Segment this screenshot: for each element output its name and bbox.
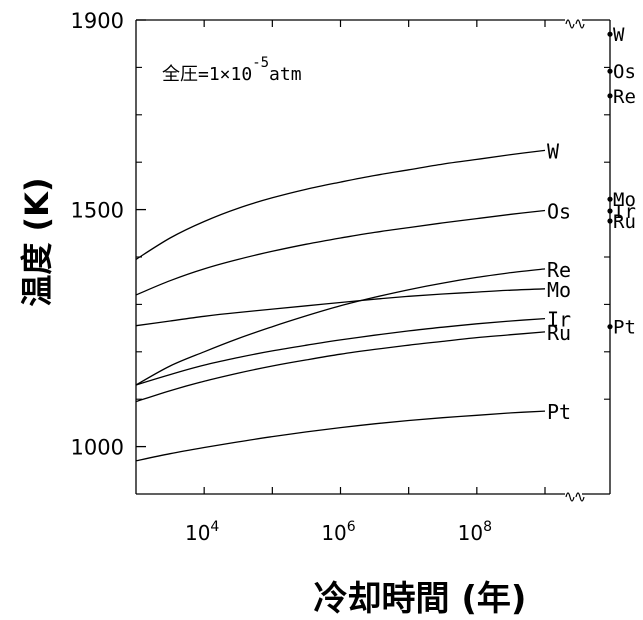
marker-dot-mo xyxy=(607,196,613,202)
series-line-ir xyxy=(135,317,546,386)
series-line-pt xyxy=(135,410,546,462)
series-label-ir: Ir xyxy=(547,308,571,332)
series-label-re: Re xyxy=(547,258,571,282)
axis-tick-labels: 1000 1500 1900 104 106 108 xyxy=(71,9,492,545)
axis-ticks xyxy=(136,19,610,494)
pressure-annotation: 全圧=1×10-5atm xyxy=(162,55,302,85)
marker-label-re: Re xyxy=(613,86,636,108)
y-axis-title: 温度 (K) xyxy=(18,177,56,306)
x-tick-label: 108 xyxy=(458,519,492,545)
series-line-w xyxy=(135,149,546,260)
marker-dot-pt xyxy=(607,324,613,330)
series-line-ru xyxy=(135,331,546,403)
series-label-pt: Pt xyxy=(547,400,571,424)
series-line-re xyxy=(135,268,546,386)
x-axis-title: 冷却時間 (年) xyxy=(314,579,527,619)
marker-label-pt: Pt xyxy=(613,317,636,339)
series-curves xyxy=(135,149,546,462)
y-tick-label: 1900 xyxy=(71,9,124,33)
series-label-w: W xyxy=(547,139,560,163)
series-label-ru: Ru xyxy=(547,321,571,345)
marker-dot-ir xyxy=(607,208,613,214)
x-tick-label: 106 xyxy=(321,519,355,545)
marker-label-ir: Ir xyxy=(613,201,636,223)
series-line-os xyxy=(135,209,546,296)
y-tick-label: 1000 xyxy=(71,436,124,460)
series-line-mo xyxy=(135,288,546,327)
marker-label-mo: Mo xyxy=(613,189,636,211)
marker-label-ru: Ru xyxy=(613,211,636,233)
x-tick-label: 104 xyxy=(185,519,219,545)
marker-label-os: Os xyxy=(613,61,636,83)
plot-frame xyxy=(135,19,611,495)
marker-dot-os xyxy=(607,68,613,74)
series-label-os: Os xyxy=(547,200,571,224)
y-tick-label: 1500 xyxy=(71,199,124,223)
marker-dot-re xyxy=(607,93,613,99)
series-label-mo: Mo xyxy=(547,278,571,302)
axis-break-top xyxy=(565,19,585,29)
marker-dot-ru xyxy=(607,218,613,224)
axis-break-bottom xyxy=(565,492,585,502)
marker-label-w: W xyxy=(613,24,625,46)
marker-dot-w xyxy=(607,31,613,37)
